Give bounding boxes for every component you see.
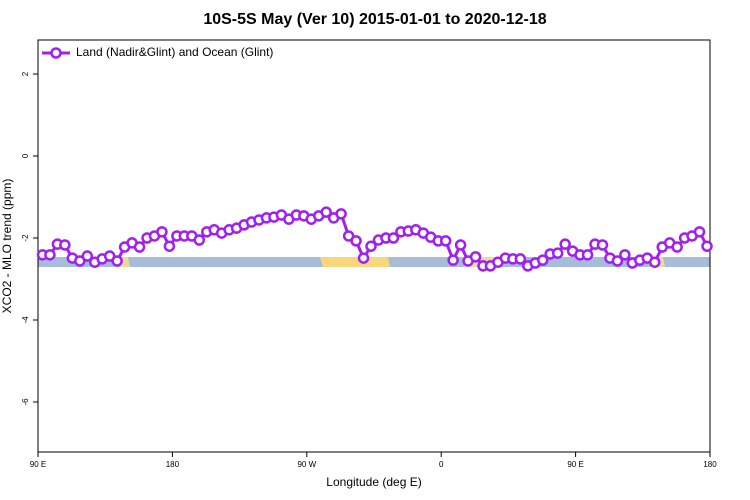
point xyxy=(619,249,631,261)
point xyxy=(536,254,549,266)
point xyxy=(514,253,527,265)
point xyxy=(44,249,56,261)
point xyxy=(387,232,400,244)
x-tick-label: 0 xyxy=(439,460,444,469)
y-tick-label: -4 xyxy=(21,316,30,324)
point xyxy=(365,240,377,252)
point xyxy=(693,226,706,238)
x-tick-label: 90 W xyxy=(297,460,316,469)
point xyxy=(648,256,661,268)
point xyxy=(81,250,94,262)
point xyxy=(671,241,683,253)
x-tick-label: 90 E xyxy=(30,460,46,469)
point xyxy=(439,235,452,247)
point xyxy=(335,208,347,220)
y-tick-label: 0 xyxy=(21,153,30,158)
y-tick-label: 2 xyxy=(21,71,30,76)
point xyxy=(111,255,123,267)
x-axis-label: Longitude (deg E) xyxy=(326,475,421,489)
point xyxy=(447,254,459,266)
point xyxy=(581,249,594,261)
point xyxy=(59,239,71,251)
x-tick-label: 180 xyxy=(703,460,717,469)
point xyxy=(701,240,713,252)
point xyxy=(357,252,370,264)
point xyxy=(596,239,609,251)
y-tick-label: -2 xyxy=(21,234,30,242)
point xyxy=(611,255,624,267)
y-tick-label: -6 xyxy=(21,398,30,406)
y-axis-label: XCO2 - MLO trend (ppm) xyxy=(0,179,14,314)
point xyxy=(454,239,467,251)
point xyxy=(163,240,176,252)
point xyxy=(350,235,362,247)
point xyxy=(551,247,564,259)
point xyxy=(559,238,571,250)
point xyxy=(193,234,206,246)
legend-marker xyxy=(50,47,62,59)
land-segment xyxy=(320,257,390,267)
point xyxy=(156,226,168,238)
point xyxy=(133,241,146,253)
x-tick-label: 90 E xyxy=(567,460,583,469)
chart-title: 10S-5S May (Ver 10) 2015-01-01 to 2020-1… xyxy=(203,11,546,28)
legend-label: Land (Nadir&Glint) and Ocean (Glint) xyxy=(76,45,273,59)
point xyxy=(320,206,332,218)
x-tick-label: 180 xyxy=(166,460,180,469)
point xyxy=(469,251,482,263)
